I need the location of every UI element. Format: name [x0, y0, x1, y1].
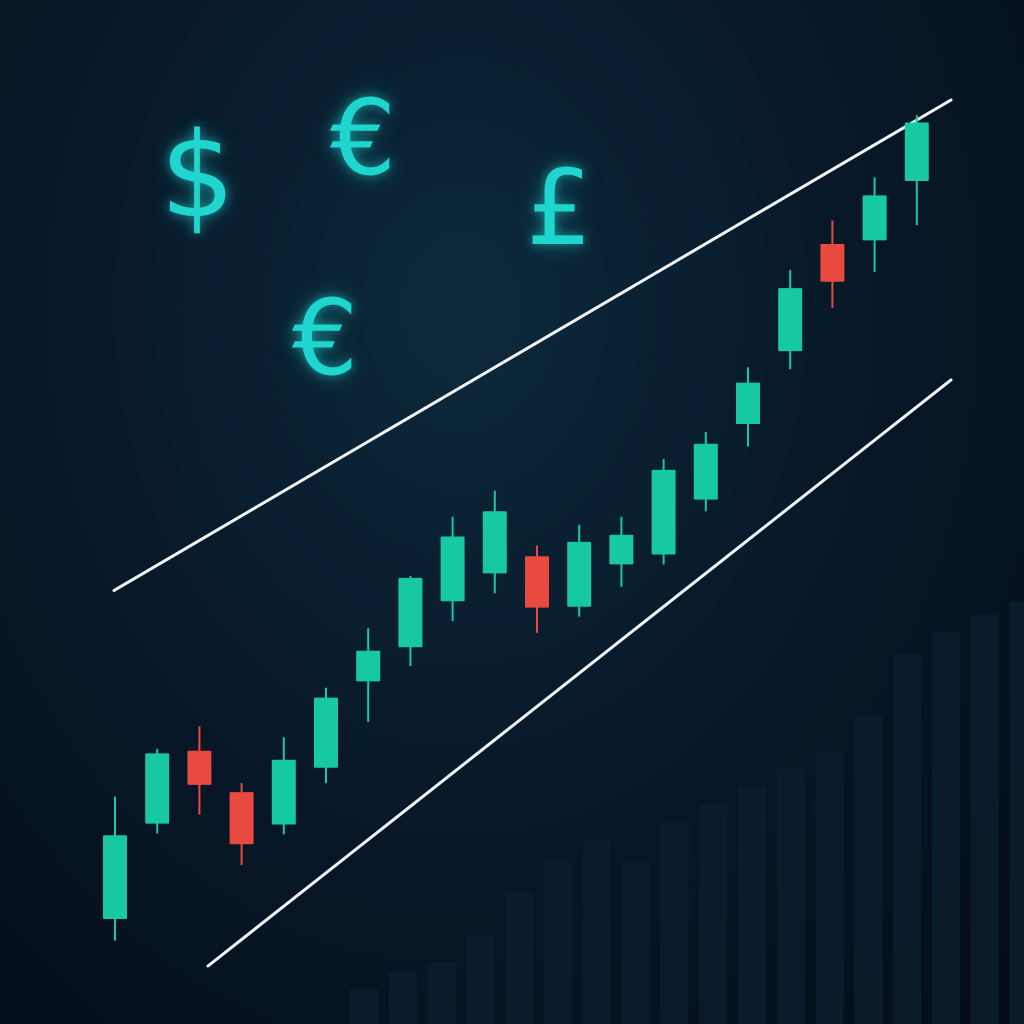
volume-bar — [621, 861, 650, 1024]
volume-bar — [932, 632, 960, 1024]
candle-bullish — [904, 115, 929, 226]
candles — [103, 115, 929, 941]
volume-bar — [505, 892, 534, 1024]
volume-bar — [699, 804, 728, 1024]
candle-bullish — [567, 524, 592, 617]
candle-body — [145, 753, 170, 824]
candle-body — [862, 195, 887, 241]
candle-body — [440, 536, 465, 602]
candle-bullish — [482, 490, 507, 594]
volume-bar — [466, 936, 495, 1024]
candle-body — [187, 750, 212, 785]
volume-bar — [970, 614, 999, 1024]
volume-bar — [660, 821, 689, 1024]
candle-body — [103, 835, 127, 919]
candle-bearish — [187, 726, 212, 815]
candle-bullish — [145, 748, 170, 834]
volume-bar — [1009, 601, 1024, 1024]
channel-lower-line — [206, 378, 953, 968]
volume-bar — [427, 962, 456, 1024]
volume-bar — [582, 839, 611, 1024]
euro-icon: € — [292, 277, 359, 399]
pound-icon: £ — [526, 147, 593, 269]
candle-bullish — [356, 628, 381, 722]
channel-upper-line — [112, 98, 953, 592]
candle-body — [314, 697, 338, 768]
candle-body — [525, 556, 549, 608]
candle-body — [609, 534, 634, 565]
volume-bar — [893, 654, 922, 1024]
candle-bullish — [103, 796, 127, 941]
volume-bar — [350, 988, 378, 1024]
candle-bullish — [271, 737, 296, 835]
candle-body — [398, 577, 423, 648]
candle-bullish — [651, 459, 676, 565]
candle-body — [820, 244, 845, 282]
candle-body — [736, 382, 760, 424]
trend-channel — [112, 98, 953, 968]
volume-bar — [388, 971, 417, 1024]
candle-body — [778, 288, 803, 352]
candle-body — [693, 443, 718, 500]
candle-body — [356, 650, 381, 682]
candle-bullish — [398, 576, 423, 667]
volume-bar — [815, 751, 844, 1024]
candle-body — [567, 541, 592, 607]
candle-bullish — [314, 687, 338, 784]
volume-bar — [544, 861, 572, 1024]
volume-bar — [738, 786, 766, 1024]
candle-bullish — [778, 270, 803, 370]
dollar-icon: $ — [160, 106, 236, 244]
candle-bullish — [693, 432, 718, 512]
candle-bullish — [862, 177, 887, 272]
volume-bars — [350, 601, 1024, 1024]
volume-bar — [776, 768, 805, 1024]
candle-bullish — [440, 516, 465, 622]
candle-bullish — [736, 367, 760, 447]
candle-body — [271, 759, 296, 825]
candle-bearish — [229, 783, 254, 865]
volume-bar — [854, 716, 883, 1024]
candle-body — [904, 122, 929, 181]
candle-body — [482, 511, 507, 574]
candle-body — [651, 469, 676, 555]
candle-bullish — [609, 516, 634, 587]
euro-icon: € — [330, 77, 397, 199]
candle-bearish — [820, 220, 845, 308]
candle-body — [229, 792, 254, 845]
candle-bearish — [525, 545, 549, 633]
